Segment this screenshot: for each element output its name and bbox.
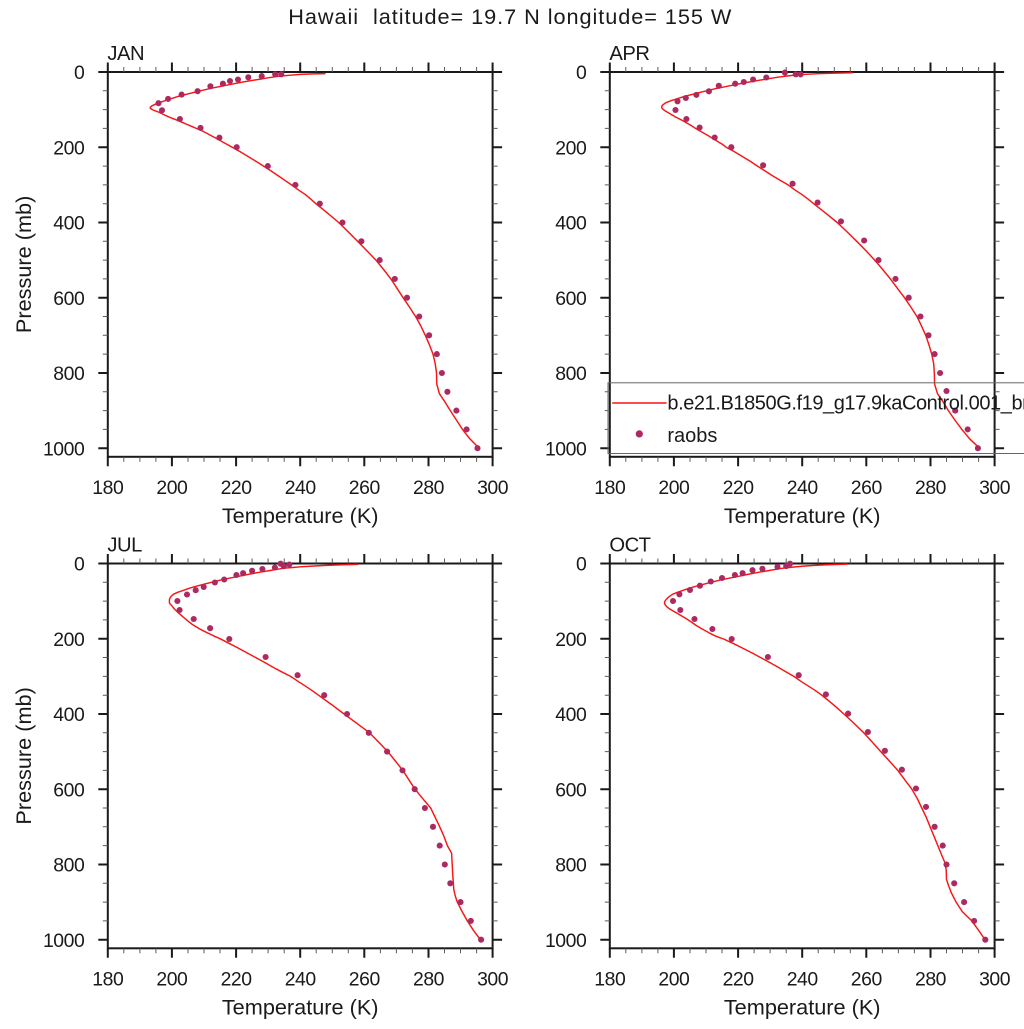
svg-text:220: 220 bbox=[723, 477, 755, 499]
svg-text:300: 300 bbox=[979, 477, 1011, 499]
svg-text:280: 280 bbox=[413, 477, 445, 499]
svg-text:200: 200 bbox=[658, 477, 690, 499]
svg-text:260: 260 bbox=[851, 969, 883, 991]
svg-text:Temperature (K): Temperature (K) bbox=[724, 503, 881, 528]
svg-text:200: 200 bbox=[658, 969, 690, 991]
svg-text:220: 220 bbox=[221, 477, 253, 499]
svg-text:b.e21.B1850G.f19_g17.9kaContro: b.e21.B1850G.f19_g17.9kaControl.001_br bbox=[667, 393, 1024, 415]
svg-text:300: 300 bbox=[477, 477, 509, 499]
svg-text:JUL: JUL bbox=[107, 535, 142, 557]
svg-text:APR: APR bbox=[609, 43, 649, 65]
svg-text:200: 200 bbox=[53, 629, 85, 651]
svg-text:400: 400 bbox=[555, 704, 587, 726]
svg-text:260: 260 bbox=[851, 477, 883, 499]
svg-text:Temperature (K): Temperature (K) bbox=[724, 994, 881, 1019]
svg-text:220: 220 bbox=[221, 969, 253, 991]
svg-text:180: 180 bbox=[594, 477, 626, 499]
svg-text:200: 200 bbox=[555, 629, 587, 651]
svg-text:300: 300 bbox=[979, 969, 1011, 991]
svg-text:400: 400 bbox=[555, 213, 587, 235]
svg-text:180: 180 bbox=[92, 477, 124, 499]
svg-text:800: 800 bbox=[555, 855, 587, 877]
svg-text:800: 800 bbox=[555, 363, 587, 385]
svg-text:180: 180 bbox=[594, 969, 626, 991]
svg-text:280: 280 bbox=[413, 969, 445, 991]
svg-text:400: 400 bbox=[53, 213, 85, 235]
svg-text:0: 0 bbox=[576, 554, 587, 576]
svg-text:0: 0 bbox=[576, 62, 587, 84]
svg-text:400: 400 bbox=[53, 704, 85, 726]
svg-text:600: 600 bbox=[53, 779, 85, 801]
svg-text:600: 600 bbox=[53, 288, 85, 310]
svg-text:200: 200 bbox=[53, 137, 85, 159]
svg-text:0: 0 bbox=[74, 62, 85, 84]
svg-text:800: 800 bbox=[53, 363, 85, 385]
svg-text:260: 260 bbox=[349, 969, 381, 991]
svg-text:200: 200 bbox=[156, 477, 188, 499]
svg-text:240: 240 bbox=[285, 477, 317, 499]
svg-text:1000: 1000 bbox=[545, 930, 587, 952]
svg-text:600: 600 bbox=[555, 288, 587, 310]
svg-text:280: 280 bbox=[915, 969, 947, 991]
svg-text:1000: 1000 bbox=[43, 438, 85, 460]
svg-text:800: 800 bbox=[53, 855, 85, 877]
svg-text:0: 0 bbox=[74, 554, 85, 576]
svg-text:600: 600 bbox=[555, 779, 587, 801]
svg-text:Temperature (K): Temperature (K) bbox=[222, 994, 379, 1019]
svg-text:Hawaii latitude= 19.7 N longi: Hawaii latitude= 19.7 N longitude= 155 W bbox=[288, 4, 732, 29]
svg-text:180: 180 bbox=[92, 969, 124, 991]
svg-text:240: 240 bbox=[787, 477, 819, 499]
svg-text:1000: 1000 bbox=[43, 930, 85, 952]
svg-text:260: 260 bbox=[349, 477, 381, 499]
svg-text:JAN: JAN bbox=[107, 43, 144, 65]
svg-text:Temperature (K): Temperature (K) bbox=[222, 503, 379, 528]
svg-text:OCT: OCT bbox=[609, 535, 650, 557]
svg-text:200: 200 bbox=[555, 137, 587, 159]
svg-text:220: 220 bbox=[723, 969, 755, 991]
svg-text:240: 240 bbox=[285, 969, 317, 991]
svg-text:280: 280 bbox=[915, 477, 947, 499]
svg-text:240: 240 bbox=[787, 969, 819, 991]
svg-text:raobs: raobs bbox=[667, 425, 717, 447]
svg-text:Pressure (mb): Pressure (mb) bbox=[11, 196, 36, 333]
svg-text:300: 300 bbox=[477, 969, 509, 991]
svg-text:Pressure (mb): Pressure (mb) bbox=[11, 687, 36, 824]
svg-text:200: 200 bbox=[156, 969, 188, 991]
svg-text:1000: 1000 bbox=[545, 438, 587, 460]
